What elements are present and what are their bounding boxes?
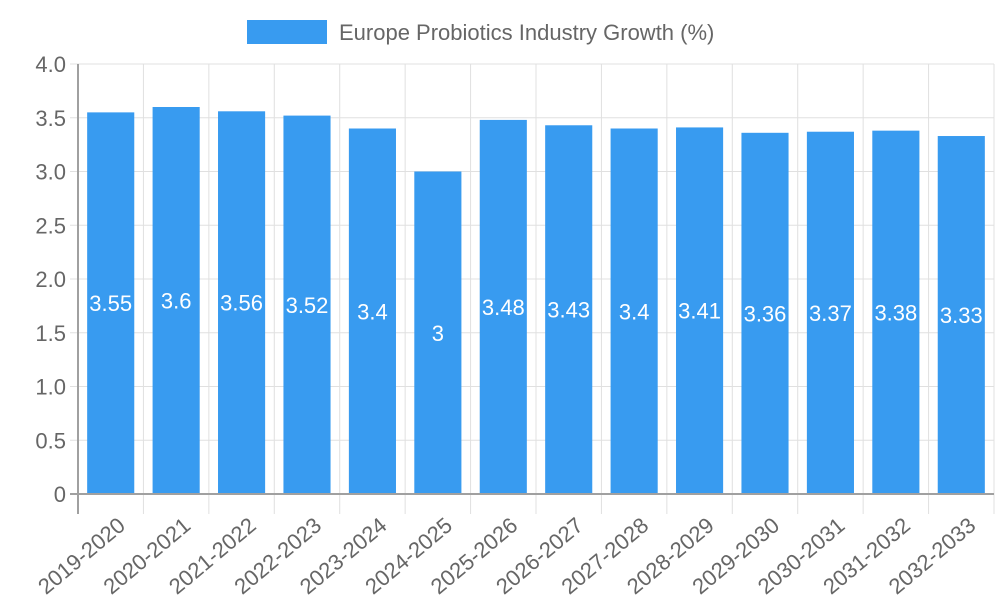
bar: [872, 130, 920, 494]
y-tick-label: 2.5: [35, 213, 66, 238]
y-tick-label: 0.5: [35, 428, 66, 453]
y-tick-label: 3.0: [35, 160, 66, 185]
y-tick-label: 0: [54, 482, 66, 507]
grid: [70, 63, 995, 514]
y-tick-label: 4.0: [35, 52, 66, 77]
data-label: 3.33: [940, 303, 983, 328]
bar: [87, 112, 135, 494]
data-label: 3.48: [482, 295, 525, 320]
data-label: 3.41: [678, 299, 721, 324]
bars: [87, 107, 985, 495]
data-label: 3.38: [874, 300, 917, 325]
data-label: 3.55: [89, 291, 132, 316]
data-label: 3.37: [809, 301, 852, 326]
data-label: 3.4: [357, 299, 388, 324]
bar: [545, 125, 593, 495]
bar: [218, 111, 266, 495]
data-label: 3.4: [619, 299, 650, 324]
legend[interactable]: Europe Probiotics Industry Growth (%): [247, 20, 714, 45]
data-label: 3: [432, 321, 444, 346]
data-label: 3.6: [161, 289, 192, 314]
bar: [937, 136, 985, 494]
legend-swatch: [247, 20, 327, 44]
bar: [414, 171, 462, 494]
y-tick-label: 1.5: [35, 321, 66, 346]
bar: [479, 119, 527, 495]
y-tick-label: 2.0: [35, 267, 66, 292]
data-label: 3.43: [547, 298, 590, 323]
bar: [741, 132, 789, 495]
x-axis-labels: 2019-20202020-20212021-20222022-20232023…: [33, 512, 980, 599]
bar: [610, 128, 658, 494]
legend-label: Europe Probiotics Industry Growth (%): [339, 20, 714, 45]
y-axis-labels: 0 0.5 1.0 1.5 2.0 2.5 3.0 3.5 4.0: [35, 52, 66, 507]
bar: [152, 107, 200, 494]
data-labels: 3.55 3.6 3.56 3.52 3.433.48 3.43 3.4 3.41 3.36 3.…: [89, 289, 982, 346]
data-label: 3.52: [286, 293, 329, 318]
bar: [676, 127, 724, 495]
bar: [806, 131, 854, 494]
axes: [70, 64, 994, 514]
data-label: 3.36: [744, 301, 787, 326]
y-tick-label: 1.0: [35, 375, 66, 400]
data-label: 3.56: [220, 291, 263, 316]
bar: [348, 128, 396, 494]
y-tick-label: 3.5: [35, 106, 66, 131]
bar: [283, 115, 331, 494]
